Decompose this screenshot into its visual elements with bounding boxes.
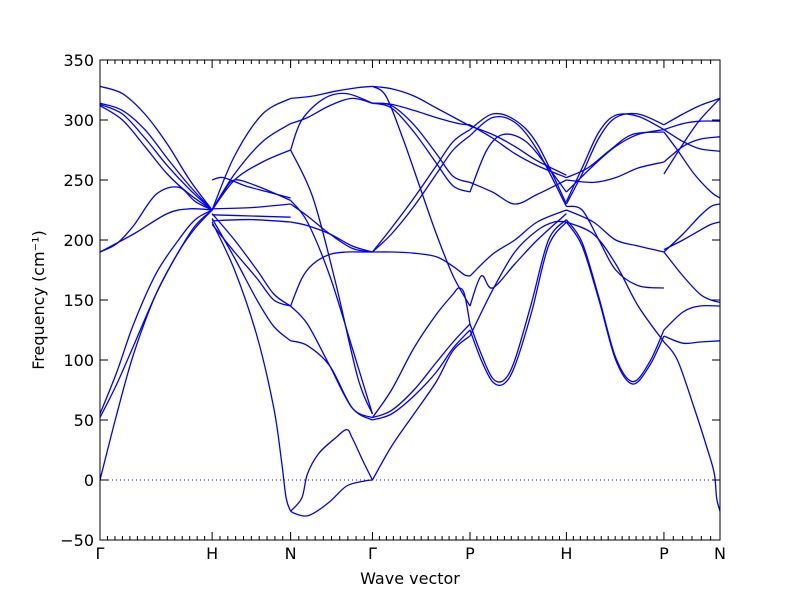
band-line-51 xyxy=(469,112,567,205)
band-line-45 xyxy=(372,85,471,307)
band-line-59 xyxy=(566,221,665,343)
x-tick-label: H xyxy=(560,544,572,563)
band-lines xyxy=(99,85,721,517)
band-line-66 xyxy=(566,131,664,179)
band-line-44 xyxy=(372,85,471,127)
y-tick-label: 350 xyxy=(63,51,94,70)
band-line-53 xyxy=(469,179,567,205)
band-line-38 xyxy=(372,251,471,277)
band-line-68 xyxy=(663,335,721,345)
x-axis-label: Wave vector xyxy=(360,569,460,588)
band-line-64 xyxy=(565,128,665,193)
band-line-70 xyxy=(663,251,721,304)
band-line-60 xyxy=(566,209,665,253)
band-line-15 xyxy=(212,214,291,218)
x-tick-label: P xyxy=(465,544,475,563)
band-line-14 xyxy=(212,218,291,223)
x-tick-label: N xyxy=(285,544,297,563)
band-line-26 xyxy=(290,203,373,253)
band-line-47 xyxy=(469,221,567,387)
band-line-18 xyxy=(211,176,291,199)
y-tick-label: −50 xyxy=(60,531,94,550)
band-line-67 xyxy=(663,341,721,512)
band-line-57 xyxy=(565,221,665,385)
band-line-40 xyxy=(371,129,471,253)
band-line-35 xyxy=(372,329,471,421)
band-line-28 xyxy=(290,149,374,415)
y-tick-label: 100 xyxy=(63,351,94,370)
band-line-20 xyxy=(211,123,291,211)
band-line-32 xyxy=(290,479,373,517)
band-line-48 xyxy=(469,219,567,383)
band-line-62 xyxy=(565,112,665,205)
band-line-63 xyxy=(565,113,665,202)
y-tick-label: 50 xyxy=(74,411,94,430)
band-line-23 xyxy=(290,305,373,419)
y-tick-label: 300 xyxy=(63,111,94,130)
band-line-37 xyxy=(371,287,471,418)
band-line-55 xyxy=(469,125,567,176)
band-line-29 xyxy=(289,92,373,151)
band-line-49 xyxy=(469,209,567,277)
y-tick-label: 250 xyxy=(63,171,94,190)
band-line-73 xyxy=(663,97,721,175)
band-line-9 xyxy=(99,105,213,211)
band-line-52 xyxy=(469,133,567,193)
y-axis-ticks: −50 0 50 100 150 200 250 300 350 xyxy=(60,51,720,550)
band-line-69 xyxy=(663,304,721,331)
band-line-65 xyxy=(566,161,665,184)
band-line-12 xyxy=(211,223,291,307)
band-line-27 xyxy=(290,199,374,415)
band-line-21 xyxy=(211,97,291,211)
x-tick-label: P xyxy=(659,544,669,563)
band-line-13 xyxy=(211,213,291,307)
band-line-76 xyxy=(663,129,721,152)
band-line-6 xyxy=(99,85,213,211)
y-tick-label: 0 xyxy=(84,471,94,490)
y-axis-label: Frequency (cm⁻¹) xyxy=(29,230,48,369)
band-line-5 xyxy=(99,208,213,253)
y-tick-label: 200 xyxy=(63,231,94,250)
band-line-50 xyxy=(469,116,567,207)
band-line-41 xyxy=(372,102,471,193)
x-tick-label: H xyxy=(206,544,218,563)
band-line-39 xyxy=(371,135,471,253)
band-line-54 xyxy=(469,124,567,179)
band-line-58 xyxy=(565,219,665,383)
band-line-8 xyxy=(99,103,213,211)
band-line-22 xyxy=(290,340,373,421)
band-line-3 xyxy=(99,209,213,415)
band-line-71 xyxy=(663,203,721,253)
x-tick-label: Γ xyxy=(96,544,105,563)
band-line-78 xyxy=(663,131,721,199)
band-line-10 xyxy=(211,221,292,512)
plot-frame xyxy=(99,59,721,541)
band-line-72 xyxy=(663,221,721,251)
band-line-36 xyxy=(372,323,471,419)
band-line-11 xyxy=(211,218,292,342)
band-line-33 xyxy=(290,428,374,512)
x-tick-label: Γ xyxy=(368,544,377,563)
band-line-61 xyxy=(566,205,664,289)
band-line-16 xyxy=(212,203,291,210)
band-line-74 xyxy=(663,97,721,126)
band-line-2 xyxy=(99,209,213,418)
band-line-1 xyxy=(99,209,213,481)
band-line-7 xyxy=(99,102,213,211)
band-line-30 xyxy=(290,97,373,125)
x-tick-label: N xyxy=(714,544,726,563)
band-line-25 xyxy=(290,221,373,253)
band-line-56 xyxy=(469,213,567,307)
band-line-24 xyxy=(289,251,373,307)
band-line-75 xyxy=(663,120,721,131)
band-line-46 xyxy=(469,220,567,337)
band-line-31 xyxy=(290,85,373,100)
band-line-19 xyxy=(211,149,291,211)
band-line-34 xyxy=(371,335,471,481)
band-line-77 xyxy=(663,136,721,163)
y-tick-label: 150 xyxy=(63,291,94,310)
